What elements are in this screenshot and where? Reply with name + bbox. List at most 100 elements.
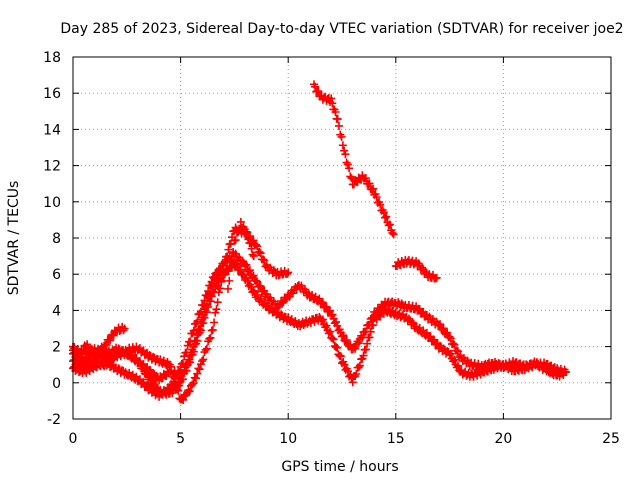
data-point (95, 348, 104, 357)
data-point (283, 269, 292, 278)
data-point (236, 217, 245, 226)
data-point (253, 242, 262, 251)
data-point (184, 386, 193, 395)
data-point (246, 239, 255, 248)
data-point (346, 172, 355, 181)
data-point (354, 339, 363, 348)
y-tick-label: 2 (52, 340, 61, 356)
data-point (226, 263, 235, 272)
data-point (366, 327, 375, 336)
data-point (204, 286, 213, 295)
data-point (251, 276, 260, 285)
data-point (285, 292, 294, 301)
data-point (453, 361, 462, 370)
data-point (446, 334, 455, 343)
data-point (239, 270, 248, 279)
data-point (256, 249, 265, 258)
grid-lines (73, 57, 611, 419)
data-point (196, 326, 205, 335)
data-point (408, 318, 417, 327)
data-point (365, 333, 374, 342)
x-tick-label: 5 (176, 431, 185, 447)
data-point (343, 160, 352, 169)
data-point (339, 331, 348, 340)
data-point (189, 379, 198, 388)
data-point (381, 213, 390, 222)
y-tick-label: -2 (47, 412, 61, 428)
data-point (340, 146, 349, 155)
data-point (217, 266, 226, 275)
data-points (69, 80, 570, 404)
data-point (331, 107, 340, 116)
data-point (102, 341, 111, 350)
data-point (208, 325, 217, 334)
series-trace-d (310, 80, 398, 239)
data-point (278, 299, 287, 308)
data-point (443, 328, 452, 337)
data-point (248, 250, 257, 259)
data-point (318, 315, 327, 324)
data-point (167, 362, 176, 371)
data-point (178, 375, 187, 384)
data-point (253, 290, 262, 299)
y-tick-label: 0 (52, 376, 61, 392)
data-point (193, 369, 202, 378)
data-point (195, 309, 204, 318)
series-trace-h (223, 217, 258, 293)
data-point (217, 277, 226, 286)
data-point (149, 378, 158, 387)
data-point (211, 308, 220, 317)
data-point (355, 361, 364, 370)
y-tick-label: 12 (43, 159, 61, 175)
plot-frame (72, 56, 612, 420)
data-point (232, 260, 241, 269)
data-point (168, 381, 177, 390)
data-point (119, 326, 128, 335)
data-point (328, 334, 337, 343)
data-point (236, 265, 245, 274)
y-tick-label: 16 (43, 86, 61, 102)
data-point (139, 364, 148, 373)
data-point (382, 212, 391, 221)
data-point (213, 270, 222, 279)
data-point (308, 290, 317, 299)
data-point (78, 350, 87, 359)
data-point (214, 288, 223, 297)
x-tick-label: 0 (69, 431, 78, 447)
data-point (70, 343, 79, 352)
data-point (543, 364, 552, 373)
data-point (439, 324, 448, 333)
data-point (213, 298, 222, 307)
data-point (288, 289, 297, 298)
data-point (193, 336, 202, 345)
chart-title: Day 285 of 2023, Sidereal Day-to-day VTE… (60, 21, 623, 37)
data-point (177, 395, 186, 404)
data-point (256, 294, 265, 303)
data-point (253, 277, 262, 286)
data-point (173, 385, 182, 394)
x-axis-label: GPS time / hours (281, 459, 398, 475)
data-point (216, 284, 225, 293)
data-point (352, 370, 361, 379)
data-point (445, 332, 454, 341)
data-point (446, 349, 455, 358)
data-point (231, 236, 240, 245)
data-point (361, 345, 370, 354)
data-point (205, 334, 214, 343)
y-tick-label: 10 (43, 195, 61, 211)
data-point (372, 193, 381, 202)
data-point (361, 174, 370, 183)
data-point (404, 314, 413, 323)
data-point (314, 87, 323, 96)
data-point (204, 303, 213, 312)
data-point (432, 340, 441, 349)
data-point (243, 228, 252, 237)
data-point (328, 310, 337, 319)
data-point (86, 344, 95, 353)
data-point (310, 317, 319, 326)
y-tick-label: 14 (43, 122, 61, 138)
data-point (369, 321, 378, 330)
y-tick-label: 18 (43, 50, 61, 66)
data-point (185, 387, 194, 396)
